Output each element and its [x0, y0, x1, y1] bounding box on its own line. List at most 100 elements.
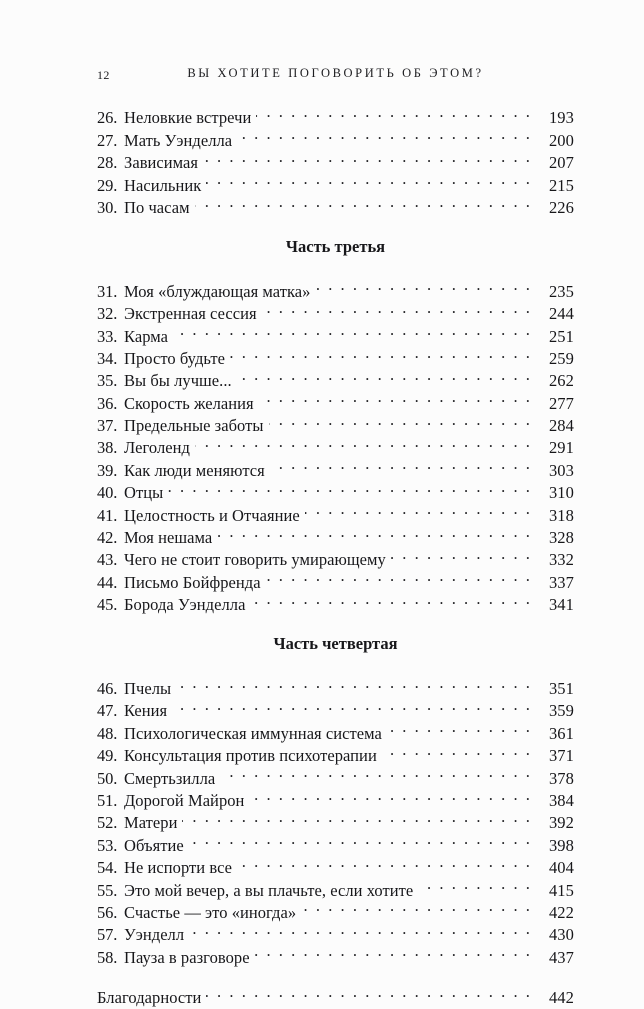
toc-entry[interactable]: 58. Пауза в разговоре 437 — [97, 940, 574, 966]
toc-entry[interactable]: 38. Леголенд 291 — [97, 431, 574, 457]
dot-leader — [237, 123, 532, 145]
toc-entry[interactable]: 45. Борода Уэнделла 341 — [97, 588, 574, 614]
running-head-title: ВЫ ХОТИТЕ ПОГОВОРИТЬ ОБ ЭТОМ? — [187, 66, 484, 80]
toc-entry-number: 50. — [97, 768, 118, 788]
dot-leader — [418, 873, 532, 895]
toc-entry-title: Смертьзилла — [124, 768, 216, 788]
dot-leader — [217, 521, 532, 543]
toc-entry-number: 31. — [97, 281, 118, 301]
toc-entry-title: Скорость желания — [124, 393, 254, 413]
toc-entry[interactable]: 41.Целостность и Отчаяние318 — [97, 498, 574, 524]
toc-entry-page-number: 337 — [548, 572, 574, 592]
toc-entry-number: 48. — [97, 723, 118, 743]
toc-entry-page-number: 251 — [548, 326, 574, 346]
toc-entry[interactable]: 42. Моя нешама 328 — [97, 521, 574, 547]
toc-entry-page-number: 303 — [548, 460, 574, 480]
toc-entry-number: 43. — [97, 550, 118, 570]
toc-entry[interactable]: 54. Не испорти все 404 — [97, 851, 574, 877]
toc-entry-page-number: 284 — [548, 416, 574, 436]
part-heading: Часть третья — [285, 236, 386, 256]
table-of-contents: 26.Неловкие встречи19327.Мать Уэнделла20… — [97, 101, 574, 1007]
dot-leader — [259, 386, 532, 408]
dot-leader — [182, 806, 532, 828]
dot-leader — [176, 672, 532, 694]
folio-number: 12 — [97, 68, 110, 82]
toc-entry-page-number: 398 — [548, 835, 574, 855]
toc-entry-number: 36. — [97, 393, 118, 413]
toc-entry-number: 52. — [97, 813, 118, 833]
toc-entry-title: Психологическая иммунная система — [124, 723, 382, 743]
toc-entry-title: Пчелы — [124, 678, 172, 698]
dot-leader — [270, 453, 532, 475]
dot-leader — [255, 940, 532, 962]
toc-entry-page-number: 193 — [548, 108, 574, 128]
toc-entry-page-number: 318 — [548, 505, 574, 525]
toc-entry-number: 56. — [97, 902, 118, 922]
toc-entry-number: 30. — [97, 197, 118, 217]
dot-leader — [269, 409, 532, 431]
toc-entry-number: 47. — [97, 701, 118, 721]
toc-entry-number: 28. — [97, 153, 118, 173]
toc-entry[interactable]: 47. Кения 359 — [97, 694, 574, 720]
toc-entry-number: 51. — [97, 790, 118, 810]
toc-entry[interactable]: 48. Психологическая иммунная система 361 — [97, 716, 574, 742]
dot-leader — [168, 476, 532, 498]
dot-leader — [189, 918, 532, 940]
toc-entry-page-number: 244 — [548, 304, 574, 324]
toc-entry-title: По часам — [124, 197, 190, 217]
toc-entry-number: 26. — [97, 108, 118, 128]
toc-entry[interactable]: 28. Зависимая 207 — [97, 146, 574, 172]
toc-entry[interactable]: 50. Смертьзилла 378 — [97, 761, 574, 787]
toc-entry[interactable]: Благодарности 442 — [97, 981, 574, 1007]
toc-entry-page-number: 359 — [548, 701, 574, 721]
part-heading: Часть четвертая — [273, 634, 398, 654]
toc-entry-number: 34. — [97, 348, 118, 368]
toc-entry[interactable]: 39.Как люди меняются303 — [97, 453, 574, 479]
toc-entry[interactable]: 29. Насильник 215 — [97, 168, 574, 194]
toc-entry-number: 33. — [97, 326, 118, 346]
toc-entry-page-number: 442 — [548, 988, 574, 1008]
dot-leader — [173, 319, 532, 341]
toc-entry-page-number: 328 — [548, 528, 574, 548]
toc-entry[interactable]: 53. Объятие 398 — [97, 828, 574, 854]
spacer — [97, 656, 574, 672]
toc-entry-number: 46. — [97, 678, 118, 698]
toc-entry-number: 57. — [97, 925, 118, 945]
toc-entry-number: 39. — [97, 460, 118, 480]
toc-entry-page-number: 351 — [548, 678, 574, 698]
toc-entry[interactable]: 36. Скорость желания 277 — [97, 386, 574, 412]
toc-entry[interactable]: 31.Моя «блуждающая матка»235 — [97, 274, 574, 300]
dot-leader — [391, 543, 532, 565]
toc-entry-number: 40. — [97, 483, 118, 503]
toc-entry[interactable]: 26. Неловкие встречи 193 — [97, 101, 574, 127]
toc-entry[interactable]: 33. Карма 251 — [97, 319, 574, 345]
toc-entry-title: Не испорти все — [124, 858, 233, 878]
toc-entry[interactable]: 40. Отцы 310 — [97, 476, 574, 502]
dot-leader — [301, 896, 532, 918]
toc-entry[interactable]: 30. По часам 226 — [97, 191, 574, 217]
toc-entry-number: 37. — [97, 416, 118, 436]
dot-leader — [250, 588, 532, 610]
toc-entry-title: Моя нешама — [124, 528, 213, 548]
dot-leader — [195, 431, 532, 453]
toc-entry[interactable]: 34. Просто будьте 259 — [97, 342, 574, 368]
toc-entry-number: 45. — [97, 595, 118, 615]
toc-entry-page-number: 422 — [548, 902, 574, 922]
running-head: 12 ВЫ ХОТИТЕ ПОГОВОРИТЬ ОБ ЭТОМ? — [97, 66, 574, 86]
toc-entry-title: Просто будьте — [124, 348, 225, 368]
toc-entry-number: 49. — [97, 746, 118, 766]
dot-leader — [315, 274, 532, 296]
dot-leader — [256, 101, 532, 123]
toc-entry[interactable]: 57. Уэнделл 430 — [97, 918, 574, 944]
toc-entry[interactable]: 44. Письмо Бойфренда 337 — [97, 565, 574, 591]
dot-leader — [305, 498, 532, 520]
toc-entry-number: 54. — [97, 858, 118, 878]
toc-entry-title: Благодарности — [97, 988, 202, 1008]
dot-leader — [266, 565, 532, 587]
toc-entry-title: Письмо Бойфренда — [124, 572, 261, 592]
dot-leader — [387, 716, 532, 738]
toc-entry[interactable]: 46. Пчелы 351 — [97, 672, 574, 698]
toc-entry-title: Объятие — [124, 835, 184, 855]
toc-entry[interactable]: 52. Матери 392 — [97, 806, 574, 832]
toc-entry[interactable]: 35. Вы бы лучше... 262 — [97, 364, 574, 390]
